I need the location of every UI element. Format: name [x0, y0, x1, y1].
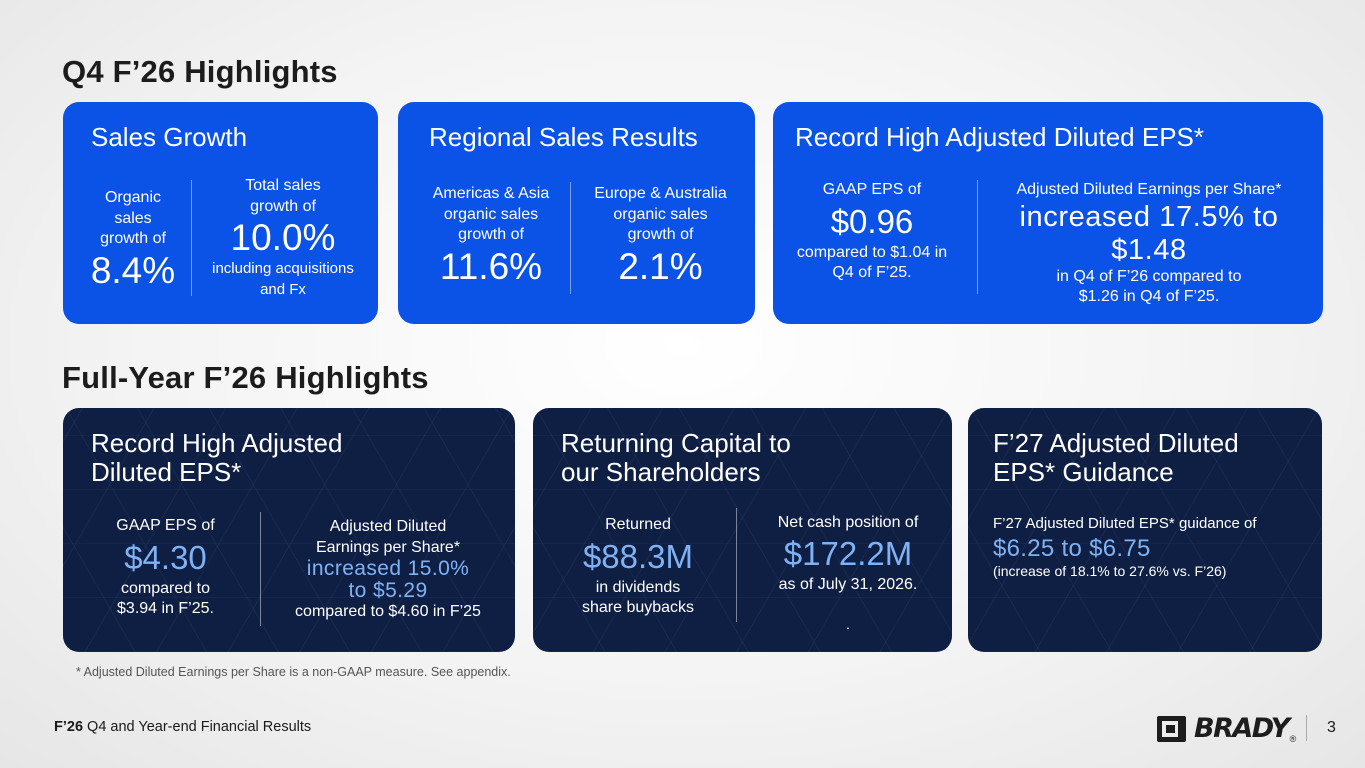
brady-logo: BRADY ® [1157, 713, 1296, 744]
americas-label: Americas & Asia organic sales growth of [432, 185, 550, 244]
adjusted-value: increased 17.5% to $1.48 [1019, 200, 1279, 266]
divider [260, 512, 261, 626]
gaap-note: compared to $3.94 in F’25. [117, 579, 214, 618]
q4-section-title: Q4 F’26 Highlights [62, 54, 338, 89]
q4-adjusted-col: Adjusted Diluted Earnings per Share* inc… [985, 178, 1313, 310]
registered-mark: ® [1289, 734, 1297, 744]
returned-label: Returned [605, 516, 671, 534]
fy-gaap-col: GAAP EPS of $4.30 compared to $3.94 in F… [83, 512, 248, 624]
divider [191, 180, 192, 296]
organic-growth-col: Organic sales growth of 8.4% [73, 180, 193, 300]
divider [736, 508, 737, 622]
total-note: including acquisitions and Fx [212, 260, 354, 298]
card-title: F’27 Adjusted Diluted EPS* Guidance [993, 428, 1239, 487]
adjusted-value: increased 15.0% to $5.29 [306, 557, 470, 603]
total-value: 10.0% [230, 217, 336, 258]
footer-bold: F’26 [54, 719, 84, 735]
total-growth-col: Total sales growth of 10.0% including ac… [198, 176, 368, 300]
returned-note: in dividends share buybacks [581, 578, 695, 617]
card-title: Returning Capital to our Shareholders [561, 428, 791, 487]
logo-text: BRADY [1194, 713, 1290, 744]
stray-period: . [846, 616, 850, 632]
fy-adjusted-col: Adjusted Diluted Earnings per Share* inc… [273, 512, 503, 628]
gaap-note: compared to $1.04 in Q4 of F’25. [796, 243, 948, 282]
guidance-card: F’27 Adjusted Diluted EPS* Guidance F’27… [968, 408, 1322, 652]
gaap-value: $4.30 [124, 538, 207, 576]
cash-note: as of July 31, 2026. [778, 576, 918, 593]
americas-value: 11.6% [439, 245, 543, 287]
card-title: Sales Growth [91, 122, 248, 152]
gaap-label: GAAP EPS of [822, 181, 922, 199]
cash-col: Net cash position of $172.2M as of July … [748, 512, 948, 596]
q4-gaap-col: GAAP EPS of $0.96 compared to $1.04 in Q… [787, 176, 957, 288]
americas-col: Americas & Asia organic sales growth of … [412, 180, 570, 292]
returning-capital-card: Returning Capital to our Shareholders Re… [533, 408, 952, 652]
adjusted-note: in Q4 of F’26 compared to $1.26 in Q4 of… [1056, 267, 1242, 306]
logo-separator [1306, 715, 1307, 741]
brady-logo-mark-icon [1157, 715, 1186, 742]
europe-value: 2.1% [618, 245, 703, 287]
total-label: Total sales growth of [245, 177, 321, 215]
guidance-note: (increase of 18.1% to 27.6% vs. F’26) [993, 562, 1227, 579]
fy-section-title: Full-Year F’26 Highlights [62, 360, 429, 395]
cash-value: $172.2M [783, 535, 913, 572]
footnote: * Adjusted Diluted Earnings per Share is… [76, 665, 511, 679]
europe-label: Europe & Australia organic sales growth … [594, 185, 727, 244]
card-title: Record High Adjusted Diluted EPS* [795, 122, 1205, 152]
guidance-value: $6.25 to $6.75 [993, 534, 1151, 562]
adjusted-note: compared to $4.60 in F’25 [295, 603, 481, 621]
divider [977, 180, 978, 294]
organic-value: 8.4% [90, 249, 176, 291]
organic-label: Organic sales growth of [100, 189, 166, 248]
divider [570, 182, 571, 294]
footer-text: F’26 Q4 and Year-end Financial Results [54, 719, 311, 735]
adjusted-label: Adjusted Diluted Earnings per Share* [315, 518, 461, 556]
sales-growth-card: Sales Growth Organic sales growth of 8.4… [63, 102, 378, 324]
page-number: 3 [1327, 719, 1336, 736]
returned-col: Returned $88.3M in dividends share buyba… [563, 512, 713, 622]
gaap-label: GAAP EPS of [116, 517, 215, 535]
card-title: Regional Sales Results [429, 122, 698, 152]
footer-rest: Q4 and Year-end Financial Results [83, 719, 312, 735]
fy-eps-card: Record High Adjusted Diluted EPS* GAAP E… [63, 408, 515, 652]
europe-col: Europe & Australia organic sales growth … [578, 180, 743, 292]
guidance-label: F’27 Adjusted Diluted EPS* guidance of [993, 515, 1257, 532]
regional-sales-card: Regional Sales Results Americas & Asia o… [398, 102, 755, 324]
guidance-body: F’27 Adjusted Diluted EPS* guidance of $… [993, 514, 1313, 580]
returned-value: $88.3M [582, 537, 694, 575]
cash-label: Net cash position of [777, 513, 919, 531]
card-title: Record High Adjusted Diluted EPS* [91, 428, 343, 487]
q4-eps-card: Record High Adjusted Diluted EPS* GAAP E… [773, 102, 1323, 324]
gaap-value: $0.96 [830, 202, 914, 240]
adjusted-label: Adjusted Diluted Earnings per Share* [1016, 181, 1282, 199]
